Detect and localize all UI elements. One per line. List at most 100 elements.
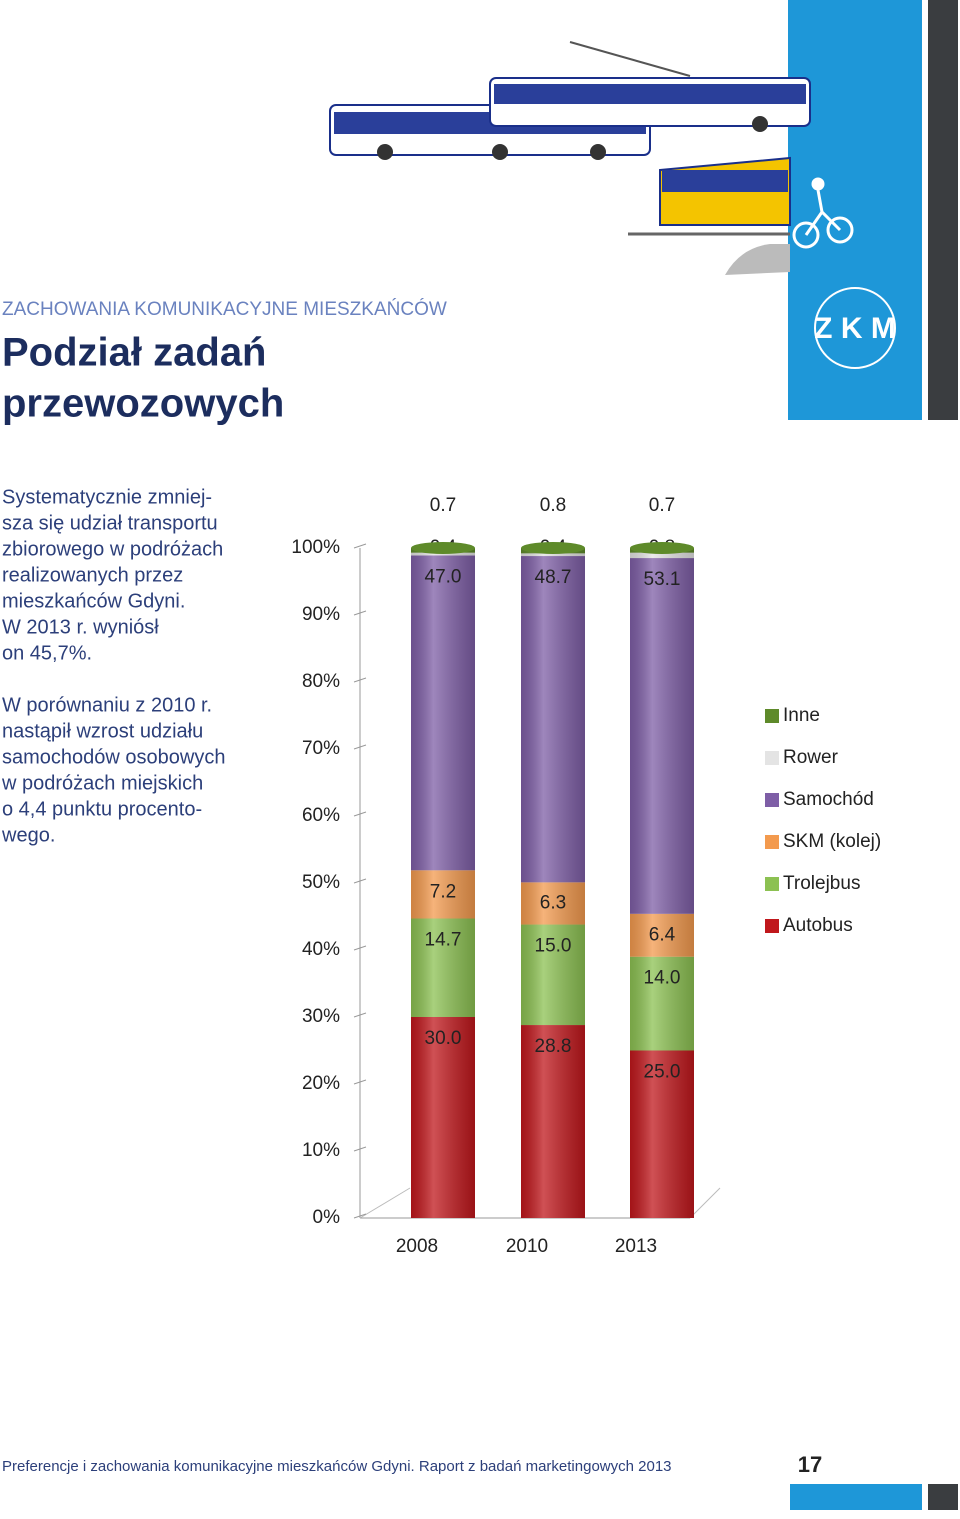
body-text: nastąpił wzrost udziału	[2, 720, 203, 742]
y-tick-label: 60%	[302, 805, 340, 826]
bar-top	[630, 542, 694, 554]
floor-edge	[359, 1187, 411, 1219]
tick-mark	[353, 677, 367, 683]
bar-shade	[521, 882, 585, 925]
y-tick-label: 50%	[302, 872, 340, 893]
y-tick-label: 20%	[302, 1073, 340, 1094]
legend-swatch	[765, 793, 779, 807]
data-label: 30.0	[425, 1028, 462, 1049]
tick-mark	[353, 1012, 367, 1018]
body-text: Systematycznie zmniej-	[2, 486, 212, 508]
legend-label: Trolejbus	[783, 873, 860, 894]
bar-top	[411, 542, 475, 554]
legend-swatch	[765, 835, 779, 849]
footer-text: Preferencje i zachowania komunikacyjne m…	[2, 1458, 672, 1475]
bar-shade	[630, 956, 694, 1051]
bar-shade	[521, 556, 585, 883]
tick-mark	[353, 1146, 367, 1152]
tick-mark	[353, 1079, 367, 1085]
body-text: o 4,4 punktu procento-	[2, 798, 202, 820]
bar-shade	[630, 913, 694, 957]
title: przewozowych	[2, 382, 284, 426]
data-label: 28.8	[535, 1036, 572, 1057]
logo: Z K M	[814, 312, 896, 345]
y-tick-label: 0%	[313, 1207, 341, 1228]
legend-label: Rower	[783, 747, 839, 768]
y-tick-label: 30%	[302, 1006, 340, 1027]
data-label: 48.7	[535, 567, 572, 588]
data-label: 6.3	[540, 892, 566, 913]
body-text: samochodów osobowych	[2, 746, 225, 768]
legend-swatch	[765, 709, 779, 723]
legend-label: SKM (kolej)	[783, 831, 881, 852]
footer-panel	[790, 1484, 922, 1510]
bar-shade	[411, 918, 475, 1017]
tick-mark	[353, 610, 367, 616]
tick-mark	[353, 878, 367, 884]
y-tick-label: 10%	[302, 1140, 340, 1161]
tick-mark	[353, 811, 367, 817]
tick-mark	[353, 1213, 367, 1219]
x-tick-label: 2010	[506, 1236, 548, 1257]
bar-shade	[411, 555, 475, 871]
tick-mark	[353, 744, 367, 750]
legend-swatch	[765, 877, 779, 891]
tick-mark	[353, 945, 367, 951]
data-label: 0.8	[540, 495, 566, 516]
bar-top	[521, 542, 585, 554]
y-tick-label: 90%	[302, 604, 340, 625]
y-tick-label: 70%	[302, 738, 340, 759]
legend-swatch	[765, 919, 779, 933]
footer-strip	[928, 1484, 958, 1510]
bar-shade	[630, 1050, 694, 1218]
data-label: 25.0	[644, 1062, 681, 1083]
data-label: 6.4	[649, 924, 676, 945]
x-tick-label: 2013	[615, 1236, 657, 1257]
bar-shade	[630, 558, 694, 914]
header-panel	[788, 0, 922, 420]
body-text: mieszkańców Gdyni.	[2, 590, 185, 612]
body-text: W 2013 r. wyniósł	[2, 616, 159, 638]
body-text: realizowanych przez	[2, 564, 183, 586]
data-label: 0.7	[430, 495, 456, 516]
legend-label: Autobus	[783, 915, 853, 936]
bar-shade	[630, 552, 694, 559]
data-label: 15.0	[535, 936, 572, 957]
page-number: 17	[798, 1452, 822, 1477]
bar-shade	[521, 553, 585, 557]
title: Podział zadań	[2, 331, 267, 375]
y-tick-label: 40%	[302, 939, 340, 960]
legend-swatch	[765, 751, 779, 765]
body-text: sza się udział transportu	[2, 512, 218, 534]
bar-shade	[411, 870, 475, 919]
section-label: ZACHOWANIA KOMUNIKACYJNE MIESZKAŃCÓW	[2, 298, 447, 320]
logo-ring	[814, 287, 896, 369]
body-text: on 45,7%.	[2, 642, 92, 664]
body-text: wego.	[1, 824, 55, 846]
tick-mark	[353, 543, 367, 549]
bar-shade	[411, 552, 475, 556]
data-label: 7.2	[430, 881, 456, 902]
legend-label: Inne	[783, 705, 820, 726]
body-text: W porównaniu z 2010 r.	[2, 694, 212, 716]
illustration	[329, 41, 811, 275]
bar-shade	[521, 1025, 585, 1218]
data-label: 47.0	[425, 566, 462, 587]
header-strip	[928, 0, 958, 420]
y-tick-label: 80%	[302, 671, 340, 692]
data-label: 14.7	[425, 930, 462, 951]
bar-shade	[411, 1017, 475, 1218]
data-label: 0.7	[649, 495, 675, 516]
body-text: w podróżach miejskich	[1, 772, 203, 794]
bar-shade	[521, 924, 585, 1026]
x-tick-label: 2008	[396, 1236, 438, 1257]
floor-edge	[689, 1187, 721, 1219]
legend-label: Samochód	[783, 789, 874, 810]
cyclist	[792, 177, 854, 249]
y-tick-label: 100%	[291, 537, 340, 558]
data-label: 14.0	[644, 968, 681, 989]
data-label: 53.1	[644, 569, 681, 590]
body-text: zbiorowego w podróżach	[2, 538, 223, 560]
